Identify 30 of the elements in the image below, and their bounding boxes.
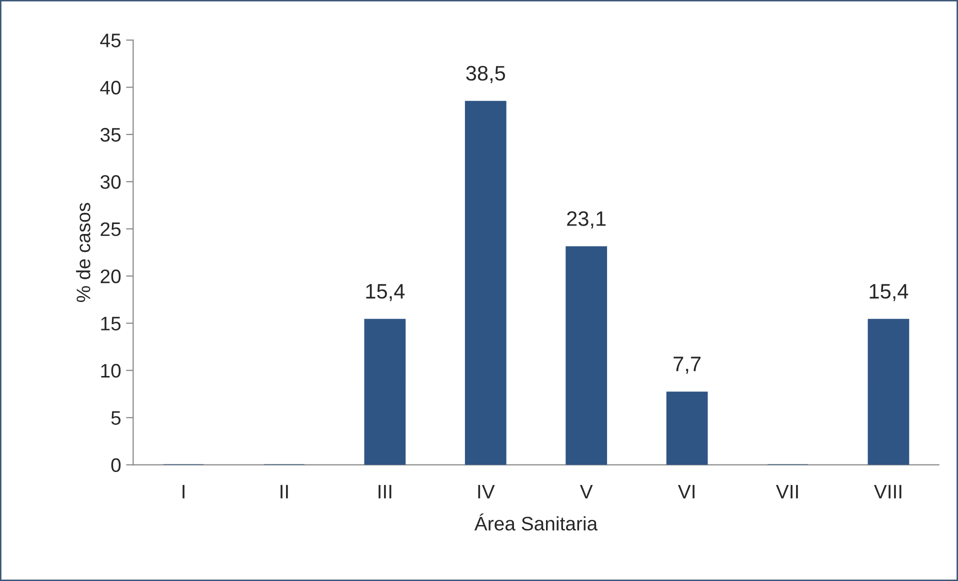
x-tick-label: I [182,484,184,498]
y-tick-label: 45 [100,34,121,48]
data-label: 15,4 [870,284,908,302]
x-axis-title: Área Sanitaria [474,513,598,531]
x-tick-label: II [280,484,288,498]
data-label: 15,4 [366,284,405,302]
data-label: 38,5 [466,66,506,84]
x-tick-label: III [378,484,392,498]
x-tick-label: IV [478,484,495,498]
bar [666,392,708,465]
y-tick-label: 5 [111,411,121,425]
y-tick-label: 15 [101,316,121,330]
bar [566,246,608,465]
y-tick-label: 30 [100,175,121,189]
bar [364,318,406,465]
data-label: 7,7 [674,356,700,374]
y-tick-label: 25 [100,222,121,236]
y-axis-title: % de casos [76,202,90,302]
y-tick-label: 40 [100,80,121,95]
x-tick-label: VI [678,484,694,498]
y-tick-label: 10 [101,364,121,378]
x-tick-label: VIII [874,484,902,498]
y-tick-label: 20 [100,270,121,284]
x-tick-label: V [580,484,593,498]
data-label: 23,1 [567,211,606,228]
y-tick-label: 35 [100,128,121,142]
bar [464,100,506,465]
x-tick-label: VII [776,484,798,498]
bar [868,318,910,465]
y-tick-label: 0 [111,458,121,472]
